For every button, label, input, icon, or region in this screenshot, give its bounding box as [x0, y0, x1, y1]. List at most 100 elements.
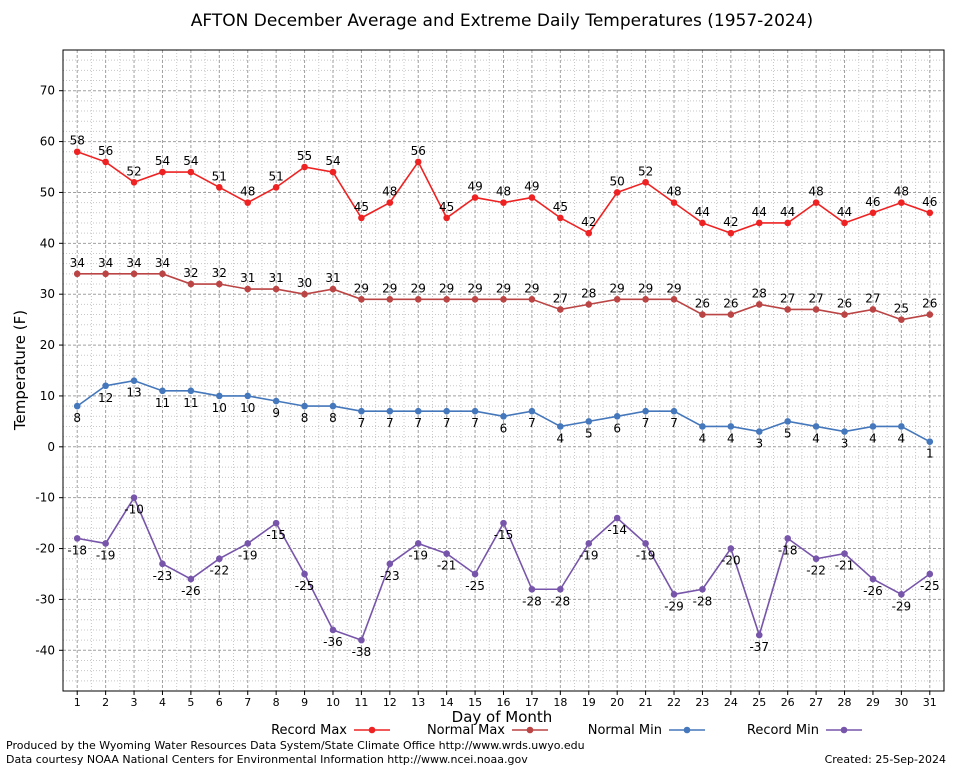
record-max-data-label: 49	[467, 180, 482, 194]
normal-min-point	[528, 407, 536, 415]
record-max-point	[869, 209, 877, 217]
normal-max-data-label: 26	[922, 297, 937, 311]
x-tick-label: 14	[440, 696, 454, 709]
normal-min-point	[244, 392, 252, 400]
normal-min-point	[386, 407, 394, 415]
x-tick-label: 29	[866, 696, 880, 709]
record-min-data-label: -21	[437, 559, 457, 573]
x-tick-label: 30	[894, 696, 908, 709]
normal-min-data-label: 12	[98, 391, 113, 405]
record-max-point	[329, 168, 337, 176]
record-max-data-label: 54	[183, 154, 198, 168]
normal-max-point	[358, 295, 365, 303]
y-tick-label: -30	[35, 592, 55, 606]
normal-min-point	[443, 407, 450, 415]
normal-max-point	[528, 295, 536, 303]
record-min-point	[358, 636, 365, 644]
record-max-point	[784, 219, 791, 227]
record-min-data-label: -18	[67, 543, 87, 557]
footer-producer-note: Produced by the Wyoming Water Resources …	[6, 739, 585, 752]
normal-max-data-label: 29	[638, 281, 653, 295]
normal-max-point	[898, 316, 905, 323]
x-tick-label: 28	[838, 696, 852, 709]
normal-max-data-label: 28	[581, 286, 596, 300]
record-max-point	[613, 189, 621, 196]
record-max-point	[528, 194, 536, 201]
normal-max-data-label: 34	[98, 256, 113, 270]
x-tick-label: 7	[244, 696, 251, 709]
record-min-data-label: -18	[778, 543, 798, 557]
record-max-point	[699, 219, 706, 227]
normal-max-point	[642, 295, 649, 303]
normal-min-point	[557, 423, 564, 430]
normal-max-data-label: 29	[382, 281, 397, 295]
x-tick-label: 2	[102, 696, 109, 709]
normal-max-point	[443, 295, 450, 303]
record-min-data-label: -25	[295, 579, 315, 593]
record-min-point	[869, 575, 877, 583]
normal-min-data-label: 8	[329, 411, 337, 425]
normal-min-data-label: 7	[443, 416, 451, 430]
normal-max-data-label: 27	[808, 291, 823, 305]
record-max-point	[386, 199, 394, 206]
record-max-point	[301, 163, 308, 171]
normal-min-data-label: 7	[528, 416, 536, 430]
normal-max-point	[414, 295, 422, 303]
record-max-data-label: 45	[354, 200, 369, 214]
legend-marker-record-min	[840, 726, 848, 734]
x-tick-label: 15	[468, 696, 482, 709]
record-min-point	[670, 591, 678, 598]
x-axis: 1 2 3 4 5 6 7 8 9 10 11 12 13 14 15 16 17 18 19 20 21 22 23 24 2…	[74, 691, 937, 709]
record-min-data-label: -22	[210, 564, 230, 578]
normal-min-data-label: 13	[126, 386, 141, 400]
record-max-point	[244, 199, 252, 206]
record-min-data-label: -29	[664, 599, 684, 613]
normal-min-data-label: 7	[670, 416, 678, 430]
record-max-data-label: 48	[496, 185, 511, 199]
record-min-point	[272, 519, 280, 527]
legend-label-normal-min: Normal Min	[588, 723, 662, 738]
x-tick-label: 26	[781, 696, 795, 709]
normal-max-data-label: 29	[524, 281, 539, 295]
normal-min-data-label: 7	[414, 416, 422, 430]
record-min-point	[244, 540, 252, 547]
record-min-point	[727, 545, 735, 552]
normal-max-data-label: 29	[610, 281, 625, 295]
record-min-data-label: -28	[522, 594, 542, 608]
normal-max-data-label: 27	[865, 291, 880, 305]
normal-min-data-label: 4	[727, 431, 735, 445]
normal-min-point	[471, 407, 479, 415]
record-max-data-label: 51	[212, 169, 227, 183]
x-tick-label: 24	[724, 696, 738, 709]
record-min-data-label: -19	[579, 548, 599, 562]
record-min-point	[386, 560, 394, 568]
record-min-data-label: -19	[636, 548, 656, 562]
normal-max-point	[841, 311, 848, 318]
y-tick-label: 40	[40, 236, 55, 250]
legend-label-record-max: Record Max	[271, 723, 347, 738]
normal-max-point	[500, 295, 507, 303]
record-max-data-label: 48	[666, 185, 681, 199]
series-layer	[73, 148, 934, 644]
record-max-point	[216, 184, 223, 191]
normal-min-data-label: 4	[812, 431, 820, 445]
record-max-point	[755, 219, 763, 227]
record-max-data-label: 45	[439, 200, 454, 214]
major-grid	[63, 50, 944, 691]
record-min-data-label: -19	[96, 548, 116, 562]
record-max-point	[642, 178, 649, 186]
x-tick-label: 8	[273, 696, 280, 709]
record-min-point	[812, 555, 820, 563]
record-max-point	[414, 158, 422, 166]
x-axis-label: Day of Month	[452, 708, 553, 726]
record-min-point	[102, 540, 109, 547]
record-max-point	[443, 214, 450, 222]
normal-max-point	[869, 306, 877, 313]
record-max-data-label: 44	[837, 205, 852, 219]
record-max-data-label: 48	[240, 185, 255, 199]
normal-min-point	[670, 407, 678, 415]
record-min-data-label: -36	[323, 635, 343, 649]
record-min-point	[613, 514, 621, 522]
